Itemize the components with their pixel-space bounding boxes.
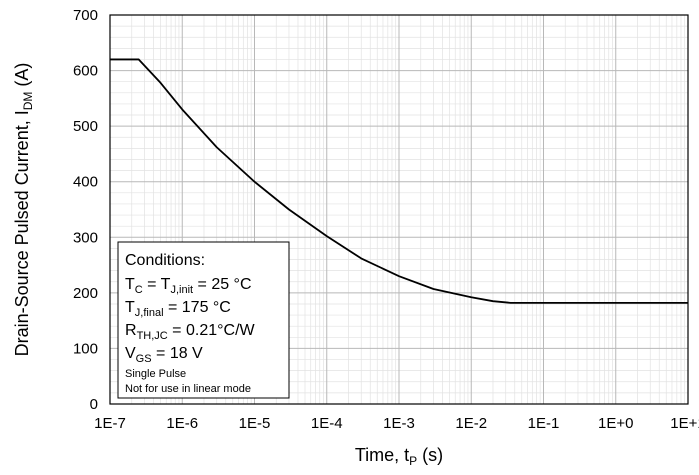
y-tick-label: 500	[73, 118, 98, 135]
condition-note: Single Pulse	[125, 368, 186, 380]
condition-text: R	[125, 322, 137, 339]
x-tick-label: 1E-5	[239, 415, 271, 432]
y-tick-label: 200	[73, 285, 98, 302]
x-axis-title: Time, tP (s)	[355, 445, 443, 468]
tick-label-layer: 1E-7 1E-6 1E-5 1E-4 1E-3 1E-2 1E-1 1E+0 1E+1 0 100…	[73, 7, 699, 432]
condition-text: = 25 °C	[193, 276, 251, 293]
condition-subscript: J,init	[170, 284, 193, 296]
x-axis-title-main: Time, t	[355, 445, 409, 465]
condition-line: TC = TJ,init = 25 °C	[125, 276, 252, 296]
y-axis-title-tail: (A)	[12, 63, 32, 92]
condition-text: = 175 °C	[164, 299, 231, 316]
plot-area-frame	[109, 14, 689, 405]
condition-subscript: GS	[136, 353, 152, 365]
x-tick-label: 1E+1	[670, 415, 699, 432]
y-tick-label: 700	[73, 7, 98, 24]
x-tick-label: 1E-2	[455, 415, 487, 432]
conditions-annotation: Conditions: TC = TJ,init = 25 °C TJ,final …	[117, 241, 290, 399]
series-line	[110, 58, 688, 304]
conditions-box	[117, 241, 290, 399]
condition-text: = T	[143, 276, 171, 293]
x-axis-title-tail: (s)	[417, 445, 443, 465]
condition-text: T	[125, 276, 135, 293]
line-layer	[110, 58, 688, 304]
y-axis-title: Drain-Source Pulsed Current, IDM (A)	[12, 63, 35, 357]
condition-text: = 0.21°C/W	[168, 322, 256, 339]
x-tick-label: 1E-7	[94, 415, 126, 432]
x-tick-label: 1E-4	[311, 415, 343, 432]
y-axis-title-sub: DM	[21, 92, 35, 111]
y-axis-title-main: Drain-Source Pulsed Current, I	[12, 110, 32, 356]
condition-subscript: J,final	[135, 307, 164, 319]
conditions-heading: Conditions:	[125, 252, 205, 269]
x-tick-label: 1E+0	[598, 415, 633, 432]
y-tick-label: 600	[73, 63, 98, 80]
y-tick-label: 0	[90, 396, 98, 413]
y-tick-label: 300	[73, 229, 98, 246]
condition-line: TJ,final = 175 °C	[125, 299, 231, 319]
x-tick-label: 1E-3	[383, 415, 415, 432]
x-axis-title-sub: P	[409, 454, 417, 468]
condition-line: RTH,JC = 0.21°C/W	[125, 322, 256, 342]
condition-note: Not for use in linear mode	[125, 383, 251, 395]
x-tick-label: 1E-6	[166, 415, 198, 432]
condition-subscript: TH,JC	[137, 330, 168, 342]
y-tick-label: 100	[73, 340, 98, 357]
x-tick-label: 1E-1	[528, 415, 560, 432]
condition-line: VGS = 18 V	[125, 345, 203, 365]
y-tick-label: 400	[73, 174, 98, 191]
condition-text: V	[125, 345, 136, 362]
condition-subscript: C	[135, 284, 143, 296]
condition-text: = 18 V	[152, 345, 203, 362]
condition-text: T	[125, 299, 135, 316]
